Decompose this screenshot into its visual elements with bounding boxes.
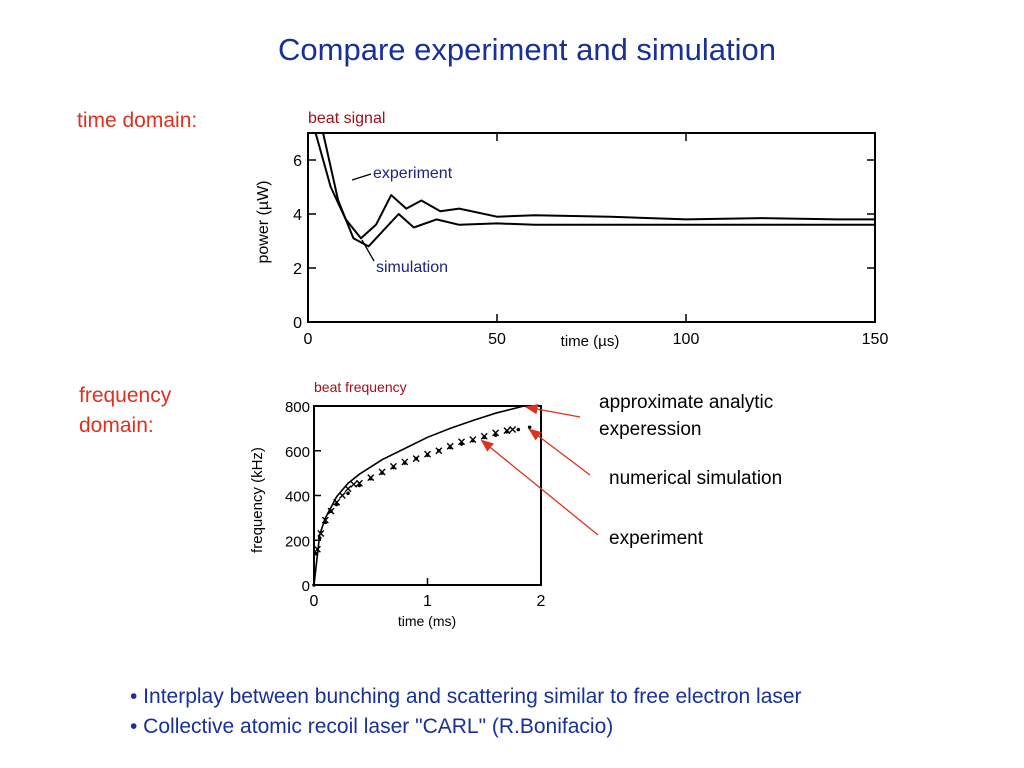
numerical-simulation-point <box>346 491 350 496</box>
experiment-point <box>317 530 325 538</box>
beat-signal-plot-frame <box>307 132 876 323</box>
experiment-point <box>401 458 409 466</box>
experiment-point <box>327 507 335 515</box>
analytic-annotation-line2: experession <box>599 419 702 440</box>
experiment-point <box>412 455 420 463</box>
frequency-domain-label-line1: frequency <box>79 384 172 407</box>
experiment-point <box>378 468 386 476</box>
analytic-annotation-line1: approximate analytic <box>599 392 774 413</box>
series-line-simulation <box>322 133 875 248</box>
experiment-point <box>321 516 329 524</box>
experiment-point <box>333 498 341 506</box>
numerical-simulation-point <box>314 551 319 556</box>
beat-signal-y-tick-label: 6 <box>293 153 302 170</box>
time-domain-label: time domain: <box>77 109 198 132</box>
beat-frequency-y-tick-label: 800 <box>285 399 310 416</box>
beat-frequency-x-tick-label: 0 <box>310 593 319 610</box>
beat-signal-x-tick-label: 0 <box>304 331 313 348</box>
beat-frequency-y-tick-label: 200 <box>285 533 310 550</box>
bullet-list: • Interplay between bunching and scatter… <box>130 682 802 742</box>
experiment-point <box>480 432 488 440</box>
beat-frequency-title: beat frequency <box>314 379 407 395</box>
beat-signal-title: beat signal <box>308 110 385 127</box>
frequency-domain-label: frequency domain: <box>79 381 171 441</box>
beat-signal-xlabel: time (µs) <box>561 333 620 350</box>
experiment-point <box>338 492 346 499</box>
beat-signal-y-tick-label: 2 <box>293 261 302 278</box>
experiment-point <box>313 545 321 553</box>
experiment-point <box>389 462 397 470</box>
simulation-inline-label: simulation <box>376 259 448 276</box>
experiment-point <box>469 436 477 444</box>
experiment-point <box>355 479 363 487</box>
experiment-point <box>350 480 358 488</box>
analytic-arrow <box>524 404 581 418</box>
experiment-point <box>424 450 431 458</box>
beat-signal-ylabel: power (µW) <box>255 181 272 264</box>
numerical-simulation-point <box>317 536 322 540</box>
beat-frequency-y-tick-label: 400 <box>285 489 310 506</box>
beat-signal-y-tick-label: 0 <box>293 315 302 332</box>
experiment-point <box>509 425 517 433</box>
frequency-domain-label-line2: domain: <box>79 414 154 437</box>
numerical-annotation: numerical simulation <box>609 468 783 489</box>
series-line-analytic <box>313 405 525 586</box>
experiment-point <box>492 429 500 437</box>
numerical-simulation-point <box>516 427 521 432</box>
experiment-point <box>367 474 375 482</box>
numerical-arrow <box>528 428 591 476</box>
experiment-inline-label: experiment <box>373 165 453 182</box>
experiment-annotation: experiment <box>609 528 703 549</box>
series-line-experiment <box>314 133 875 240</box>
beat-frequency-ylabel: frequency (kHz) <box>249 447 266 553</box>
bullet-item: • Interplay between bunching and scatter… <box>130 685 802 708</box>
simulation-leader-line <box>361 239 375 262</box>
experiment-point <box>458 438 466 446</box>
beat-signal-y-tick-label: 4 <box>293 207 302 224</box>
experiment-point <box>446 442 454 450</box>
beat-frequency-x-tick-label: 1 <box>423 593 432 610</box>
experiment-point <box>435 447 443 455</box>
numerical-simulation-point <box>527 425 532 430</box>
beat-frequency-y-tick-label: 600 <box>285 444 310 461</box>
slide-title: Compare experiment and simulation <box>278 32 776 67</box>
bullet-item: • Collective atomic recoil laser "CARL" … <box>130 715 614 738</box>
beat-frequency-xlabel: time (ms) <box>398 613 456 629</box>
experiment-point <box>344 485 352 493</box>
beat-frequency-y-tick-label: 0 <box>302 578 310 595</box>
beat-signal-x-tick-label: 50 <box>488 331 506 348</box>
analytic-annotation: approximate analytic experession <box>599 389 773 443</box>
beat-frequency-x-tick-label: 2 <box>537 593 546 610</box>
experiment-arrow <box>480 439 599 536</box>
beat-signal-x-tick-label: 150 <box>862 331 889 348</box>
numerical-simulation-point <box>312 583 316 587</box>
experiment-leader-line <box>351 173 372 181</box>
beat-signal-x-tick-label: 100 <box>673 331 700 348</box>
experiment-point <box>503 427 511 435</box>
